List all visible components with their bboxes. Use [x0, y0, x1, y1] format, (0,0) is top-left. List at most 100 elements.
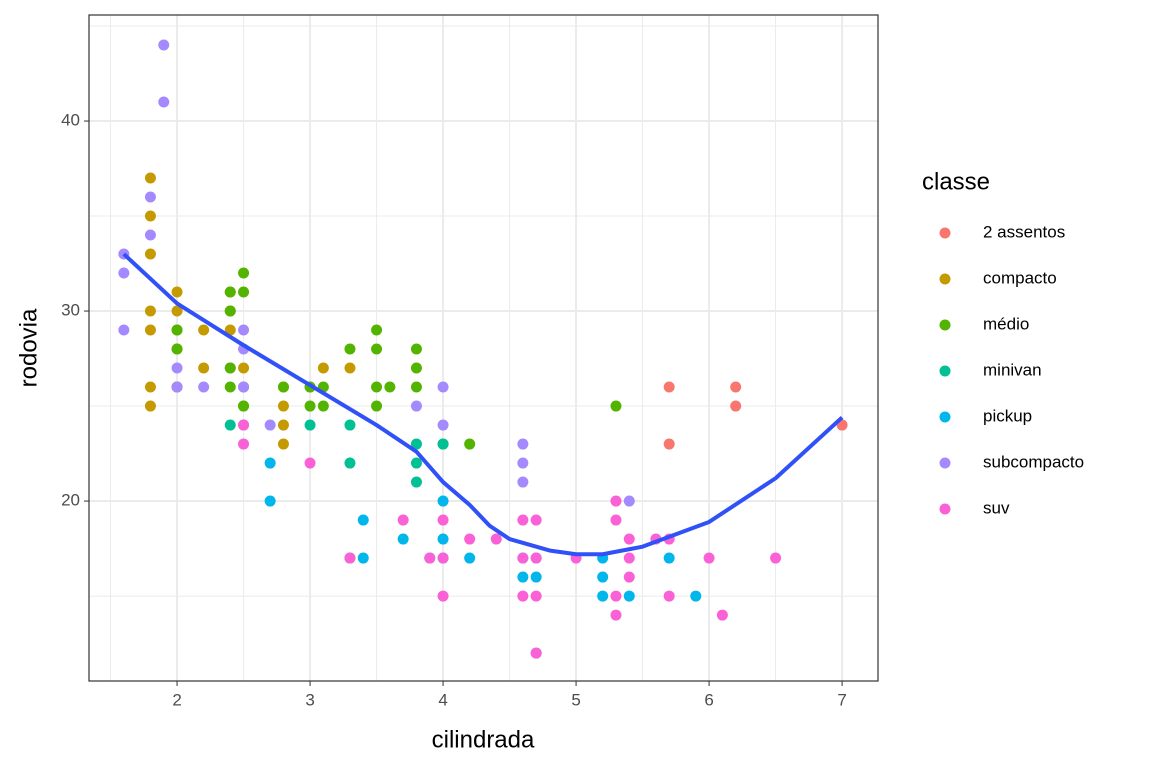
point	[437, 552, 449, 564]
point	[371, 324, 383, 336]
point	[277, 381, 289, 393]
legend-label: minivan	[983, 360, 1042, 379]
point	[610, 514, 622, 526]
point	[144, 229, 156, 241]
point	[517, 552, 529, 564]
point	[437, 533, 449, 545]
point	[238, 324, 250, 336]
point	[597, 571, 609, 583]
point	[224, 419, 236, 431]
point	[238, 438, 250, 450]
point	[437, 514, 449, 526]
point	[623, 590, 635, 602]
point	[437, 438, 449, 450]
point	[371, 343, 383, 355]
y-tick-label: 30	[61, 301, 80, 320]
panel-border	[88, 14, 879, 682]
point	[437, 419, 449, 431]
point	[690, 590, 702, 602]
y-tick-label: 20	[61, 491, 80, 510]
point	[304, 457, 316, 469]
x-tick-label: 4	[438, 690, 447, 709]
point	[410, 343, 422, 355]
point	[158, 39, 170, 51]
smooth-line	[122, 252, 844, 557]
point	[264, 457, 276, 469]
legend-label: subcompacto	[983, 452, 1084, 471]
point	[344, 552, 356, 564]
point	[610, 400, 622, 412]
point	[198, 381, 210, 393]
point	[118, 267, 130, 279]
point	[317, 362, 329, 374]
point	[464, 438, 476, 450]
point	[517, 590, 529, 602]
point	[597, 590, 609, 602]
legend-marker	[939, 319, 951, 331]
point	[530, 590, 542, 602]
point	[171, 286, 183, 298]
point	[277, 419, 289, 431]
point	[238, 419, 250, 431]
point	[517, 571, 529, 583]
point	[610, 609, 622, 621]
point	[144, 248, 156, 260]
point	[344, 362, 356, 374]
legend-label: médio	[983, 314, 1029, 333]
point	[623, 533, 635, 545]
point	[144, 305, 156, 317]
point	[384, 381, 396, 393]
point	[517, 514, 529, 526]
point	[144, 400, 156, 412]
point	[238, 286, 250, 298]
point	[144, 210, 156, 222]
point	[410, 476, 422, 488]
point	[317, 400, 329, 412]
point	[410, 400, 422, 412]
x-tick-label: 2	[172, 690, 181, 709]
point	[224, 305, 236, 317]
point	[464, 552, 476, 564]
point	[530, 514, 542, 526]
x-tick-label: 3	[305, 690, 314, 709]
point	[304, 400, 316, 412]
point	[410, 381, 422, 393]
point	[171, 324, 183, 336]
point	[304, 419, 316, 431]
point	[530, 647, 542, 659]
point	[730, 400, 742, 412]
point	[264, 495, 276, 507]
y-tick-label: 40	[61, 111, 80, 130]
point	[344, 419, 356, 431]
point	[410, 438, 422, 450]
point	[171, 381, 183, 393]
point	[118, 324, 130, 336]
point	[171, 305, 183, 317]
point	[464, 533, 476, 545]
point	[144, 191, 156, 203]
point	[437, 495, 449, 507]
x-tick-label: 6	[704, 690, 713, 709]
point	[397, 533, 409, 545]
point	[424, 552, 436, 564]
point	[397, 514, 409, 526]
legend-marker	[939, 457, 951, 469]
point	[530, 571, 542, 583]
point	[357, 552, 369, 564]
x-tick-label: 5	[571, 690, 580, 709]
legend-label: pickup	[983, 406, 1032, 425]
point	[610, 495, 622, 507]
point	[517, 438, 529, 450]
point	[716, 609, 728, 621]
legend-marker	[939, 411, 951, 423]
legend-marker	[939, 365, 951, 377]
point	[437, 590, 449, 602]
point	[517, 457, 529, 469]
point	[517, 476, 529, 488]
point	[171, 343, 183, 355]
point	[410, 362, 422, 374]
legend-label: suv	[983, 498, 1010, 517]
point	[198, 324, 210, 336]
point	[371, 400, 383, 412]
